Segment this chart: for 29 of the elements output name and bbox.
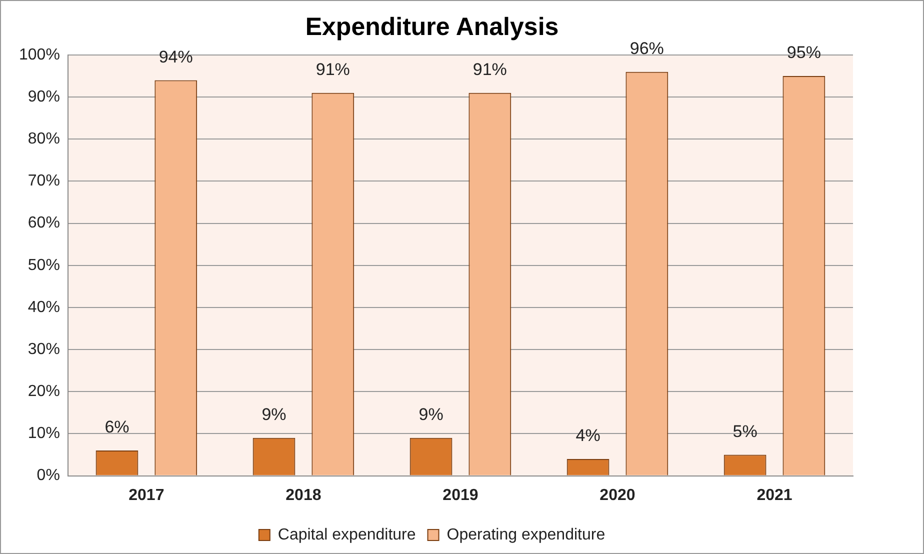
y-tick-label: 10% bbox=[28, 425, 60, 442]
y-tick-label: 80% bbox=[28, 130, 60, 148]
data-label: 9% bbox=[262, 405, 286, 424]
legend-label: Operating expenditure bbox=[446, 526, 606, 544]
x-tick-label: 2021 bbox=[756, 486, 792, 504]
y-tick-label: 0% bbox=[36, 467, 60, 484]
data-label: 95% bbox=[786, 43, 821, 62]
y-tick-label: 40% bbox=[28, 298, 60, 316]
y-tick-label: 70% bbox=[28, 172, 60, 190]
legend-label: Capital expenditure bbox=[278, 526, 416, 544]
y-tick-label: 90% bbox=[28, 88, 60, 106]
data-label: 5% bbox=[732, 422, 758, 441]
data-label: 4% bbox=[576, 426, 600, 446]
data-label: 91% bbox=[472, 60, 507, 80]
data-label: 91% bbox=[316, 60, 350, 80]
data-label: 9% bbox=[418, 405, 444, 424]
x-tick-label: 2018 bbox=[286, 486, 322, 504]
y-tick-label: 20% bbox=[28, 383, 60, 400]
data-label: 96% bbox=[630, 39, 664, 58]
y-tick-label: 50% bbox=[28, 256, 60, 274]
x-tick-label: 2019 bbox=[442, 486, 478, 504]
x-tick-label: 2020 bbox=[600, 486, 636, 504]
y-tick-label: 60% bbox=[28, 214, 60, 232]
x-tick-label: 2017 bbox=[128, 486, 164, 504]
y-tick-label: 100% bbox=[19, 46, 60, 64]
data-label: 6% bbox=[104, 418, 130, 437]
y-tick-label: 30% bbox=[28, 340, 60, 358]
data-label: 94% bbox=[158, 47, 193, 66]
chart-title: Expenditure Analysis bbox=[305, 12, 559, 41]
